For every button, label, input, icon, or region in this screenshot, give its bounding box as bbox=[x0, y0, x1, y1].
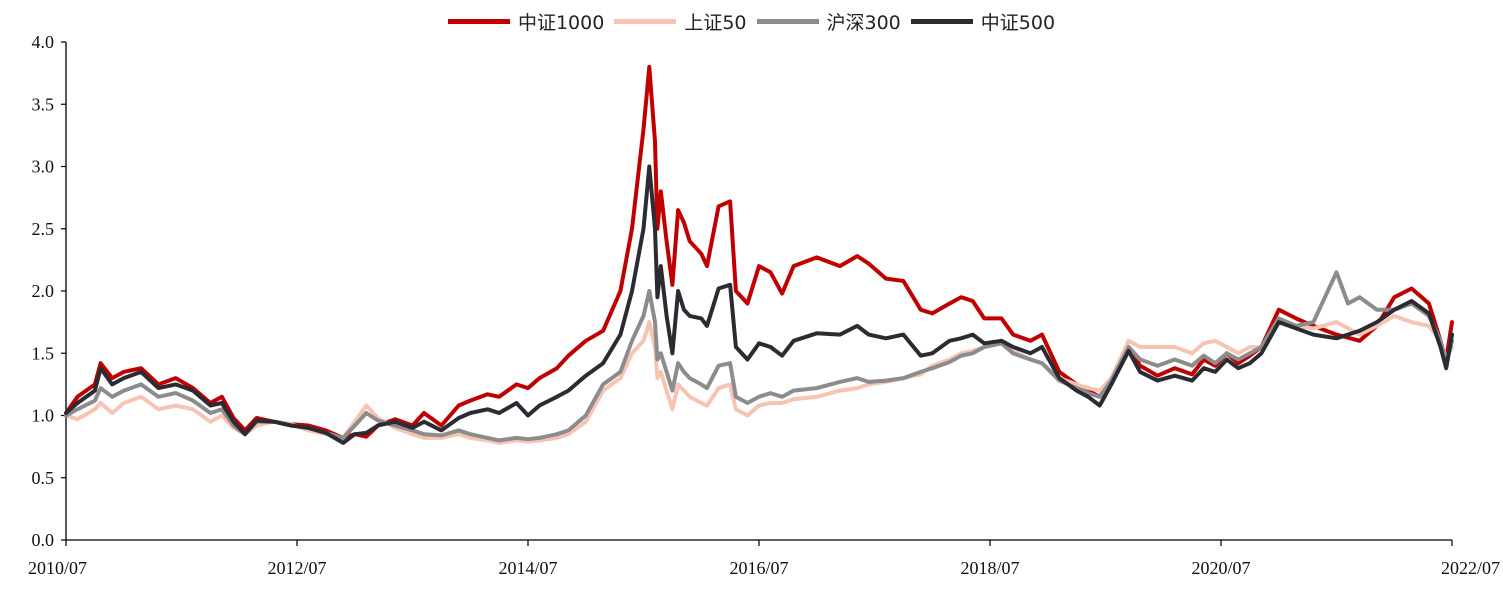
legend-item: 中证1000 bbox=[447, 8, 605, 35]
x-tick-label: 2014/07 bbox=[498, 558, 557, 578]
chart-axes: 0.0 0.5 1.0 1.5 2.0 2.5 3.0 3.5 4.0 2010/07 2012/0… bbox=[28, 32, 1500, 578]
x-tick-label: 2022/07 bbox=[1441, 558, 1500, 578]
series-line-2 bbox=[64, 270, 1454, 443]
series-line-0 bbox=[64, 64, 1454, 440]
legend-swatch bbox=[756, 19, 819, 24]
x-tick-label: 2012/07 bbox=[267, 558, 326, 578]
x-tick-label: 2020/07 bbox=[1191, 558, 1250, 578]
legend-item: 上证50 bbox=[614, 8, 747, 35]
y-tick-label: 2.0 bbox=[32, 281, 55, 301]
series-line-3 bbox=[64, 164, 1454, 445]
y-tick-label: 4.0 bbox=[32, 32, 55, 52]
y-tick-label: 0.5 bbox=[32, 468, 55, 488]
y-tick-label: 1.0 bbox=[32, 406, 55, 426]
y-tick-label: 3.5 bbox=[32, 94, 55, 114]
legend-swatch bbox=[447, 19, 510, 24]
legend-item: 中证500 bbox=[910, 8, 1056, 35]
legend-swatch bbox=[614, 19, 677, 24]
chart-legend: 中证1000 上证50 沪深300 中证500 bbox=[0, 8, 1503, 35]
x-tick-label: 2018/07 bbox=[960, 558, 1019, 578]
x-tick-label: 2016/07 bbox=[729, 558, 788, 578]
y-tick-label: 3.0 bbox=[32, 157, 55, 177]
legend-label: 沪深300 bbox=[826, 12, 901, 34]
y-tick-label: 2.5 bbox=[32, 219, 55, 239]
chart-lines bbox=[64, 64, 1454, 445]
legend-label: 中证500 bbox=[980, 12, 1056, 34]
x-tick-label: 2010/07 bbox=[28, 558, 87, 578]
y-tick-label: 0.0 bbox=[32, 530, 55, 550]
legend-label: 中证1000 bbox=[517, 12, 605, 34]
series-line-1 bbox=[64, 313, 1454, 445]
legend-swatch bbox=[910, 19, 973, 24]
y-tick-label: 1.5 bbox=[32, 343, 55, 363]
legend-label: 上证50 bbox=[684, 12, 747, 34]
legend-item: 沪深300 bbox=[756, 8, 901, 35]
